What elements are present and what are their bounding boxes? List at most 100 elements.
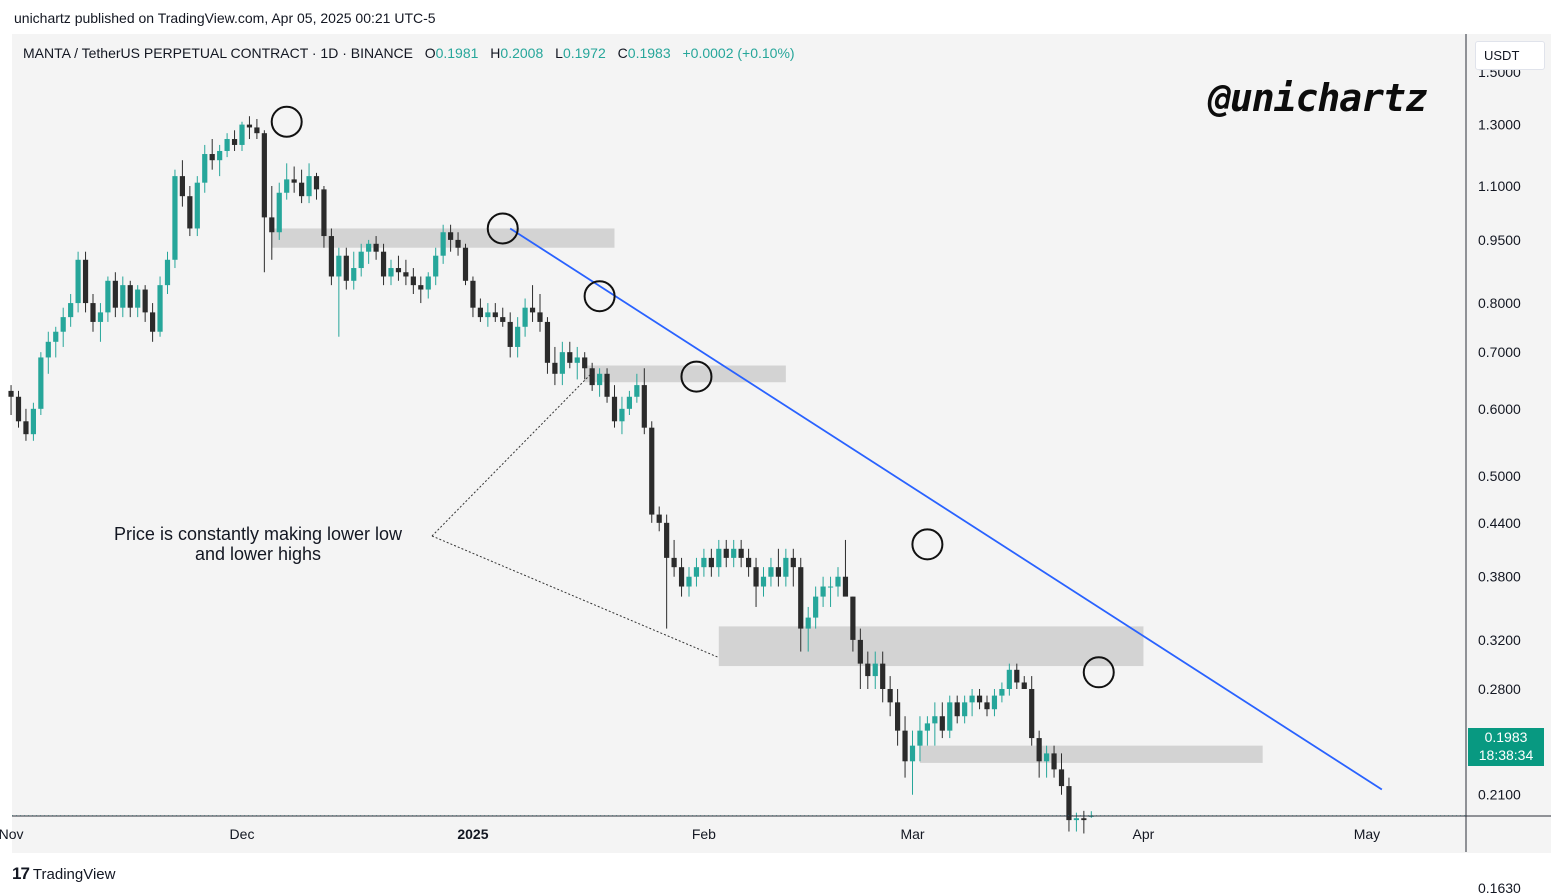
bar-countdown: 18:38:34 xyxy=(1478,747,1534,763)
candle-up xyxy=(30,408,36,435)
candle-up xyxy=(306,176,312,197)
candle-up xyxy=(760,576,767,587)
tradingview-footer[interactable]: 17 TradingView xyxy=(12,864,115,884)
candle-up xyxy=(962,702,968,717)
time-tick-label: Mar xyxy=(900,826,924,842)
annotation-line-2: and lower highs xyxy=(194,544,322,564)
candle-up xyxy=(559,352,565,374)
candle-down xyxy=(418,285,424,290)
candle-down xyxy=(842,576,849,597)
time-tick-label: Dec xyxy=(230,826,255,842)
candle-up xyxy=(626,396,632,409)
candle-down xyxy=(477,307,483,318)
time-tick-label: Nov xyxy=(0,826,24,842)
candle-up xyxy=(768,567,774,577)
candle-down xyxy=(470,280,476,308)
candle-up xyxy=(276,192,282,233)
time-tick-label: Feb xyxy=(692,826,716,842)
pivot-circle xyxy=(583,280,616,313)
publisher-line: unichartz published on TradingView.com, … xyxy=(14,10,436,26)
candle-up xyxy=(105,280,111,313)
candle-up xyxy=(75,259,81,304)
candle-up xyxy=(440,232,446,256)
candle-up xyxy=(634,385,640,397)
candle-down xyxy=(23,421,29,435)
price-tick-label: 0.8000 xyxy=(1478,295,1521,311)
candle-up xyxy=(917,730,923,746)
candle-up xyxy=(239,124,245,145)
candle-down xyxy=(1066,786,1072,821)
candle-up xyxy=(485,312,491,318)
candle-down xyxy=(82,259,89,304)
pivot-circle xyxy=(270,105,303,138)
candle-up xyxy=(783,557,789,577)
price-tick-label: 0.1630 xyxy=(1478,880,1521,896)
candle-down xyxy=(775,567,781,577)
candle-up xyxy=(515,326,521,347)
candle-down xyxy=(664,522,670,558)
candle-up xyxy=(686,576,692,587)
price-tick-label: 0.5000 xyxy=(1478,468,1521,484)
close-label: C xyxy=(617,45,628,61)
candle-up xyxy=(1073,818,1079,821)
candle-up xyxy=(224,139,230,151)
candle-up xyxy=(38,357,44,409)
candle-down xyxy=(1021,682,1027,689)
candle-down xyxy=(865,663,871,677)
annotation-text: Price is constantly making lower low and… xyxy=(90,524,426,564)
candle-down xyxy=(611,396,618,422)
candle-up xyxy=(164,259,171,286)
price-zone xyxy=(718,626,1144,667)
trendline-layer xyxy=(509,227,1383,791)
candle-down xyxy=(261,133,267,218)
candle-down xyxy=(291,179,297,183)
candle-up xyxy=(991,695,998,710)
candle-down xyxy=(582,357,588,369)
time-tick-label: May xyxy=(1354,826,1380,842)
candle-up xyxy=(999,688,1005,696)
candle-up xyxy=(574,357,580,363)
candle-down xyxy=(462,247,469,281)
annotation-line-1: Price is constantly making lower low xyxy=(113,524,403,544)
candle-down xyxy=(328,236,334,277)
candle-down xyxy=(150,312,156,332)
candle-down xyxy=(589,368,595,386)
price-tick-label: 1.3000 xyxy=(1478,117,1521,133)
symbol-title[interactable]: MANTA / TetherUS PERPETUAL CONTRACT · 1D… xyxy=(23,45,414,61)
candle-up xyxy=(433,255,439,277)
candle-up xyxy=(336,255,342,277)
candle-up xyxy=(693,567,700,577)
candle-down xyxy=(8,390,14,397)
candle-up xyxy=(351,268,357,281)
author-watermark: @unichartz xyxy=(1208,76,1428,120)
candle-up xyxy=(716,548,722,568)
open-label: O xyxy=(424,45,436,61)
price-tick-label: 0.2800 xyxy=(1478,681,1521,697)
candle-down xyxy=(976,695,983,703)
candle-down xyxy=(403,272,409,277)
time-tick-label: 2025 xyxy=(457,826,488,842)
candle-up xyxy=(805,617,811,629)
candle-down xyxy=(567,352,573,363)
candle-down xyxy=(90,303,96,322)
candle-down xyxy=(544,321,551,363)
candle-down xyxy=(395,268,402,273)
candle-down xyxy=(492,312,498,318)
high-label: H xyxy=(490,45,501,61)
currency-selector[interactable]: USDT xyxy=(1475,41,1545,70)
candle-down xyxy=(269,217,275,233)
axes: 1.50001.30001.10000.95000.80000.70000.60… xyxy=(0,34,1551,896)
annotation-pointers xyxy=(431,372,719,659)
candle-down xyxy=(500,317,506,322)
price-tick-label: 0.4400 xyxy=(1478,515,1521,531)
chart-panel[interactable] xyxy=(12,34,1551,853)
candle-up xyxy=(872,663,878,677)
last-price: 0.1983 xyxy=(1484,729,1528,745)
candle-up xyxy=(217,150,223,161)
candle-down xyxy=(529,307,536,313)
candle-down xyxy=(738,548,744,558)
pivot-circle xyxy=(911,528,944,561)
candle-down xyxy=(209,154,215,161)
candle-up xyxy=(731,548,737,558)
